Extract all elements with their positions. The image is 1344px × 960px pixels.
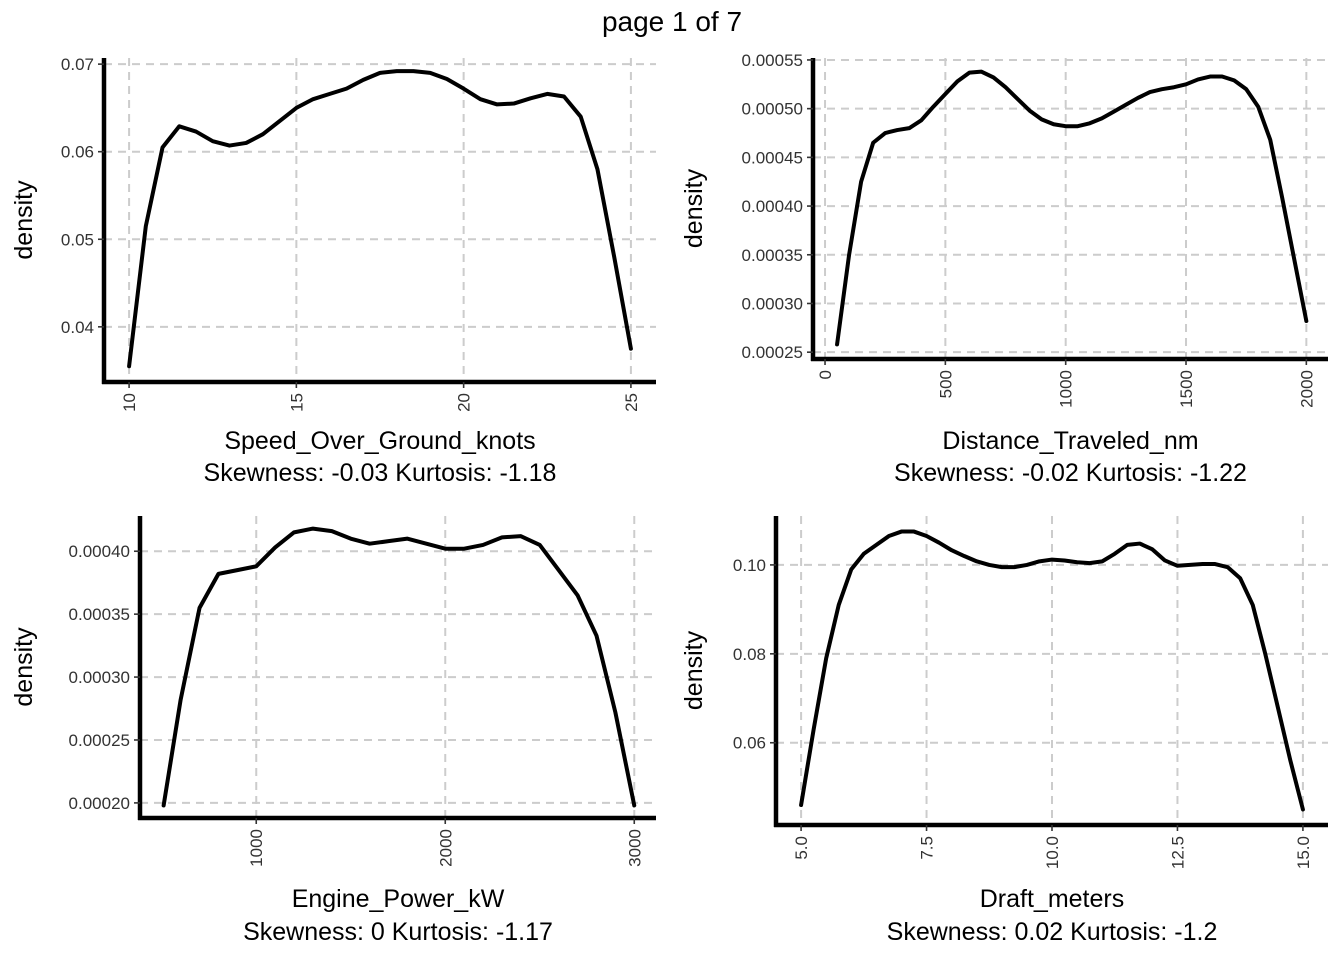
y-tick-label: 0.06 [733,734,766,753]
y-tick-label: 0.00045 [742,148,803,167]
x-tick-label: 1500 [1177,370,1196,408]
y-tick-label: 0.00040 [69,542,130,561]
y-axis-title: density [680,630,708,710]
x-tick-label: 15 [287,393,306,412]
y-tick-label: 0.06 [61,143,94,162]
page-label: page 1 of 7 [601,6,743,37]
y-tick-label: 0.00055 [742,51,803,70]
stats-label: Skewness: -0.02 Kurtosis: -1.22 [894,459,1247,487]
stats-label: Skewness: -0.03 Kurtosis: -1.18 [204,459,557,487]
density-panel-4: 0.06 0.08 0.10 5.0 7.5 10.0 12.5 15.0 density Dra… [680,516,1328,946]
density-panel-3: 0.00020 0.00025 0.00030 0.00035 0.00040 1000 2… [10,516,656,946]
y-axis-title: density [10,627,38,707]
x-axis-title: Speed_Over_Ground_knots [224,427,535,455]
density-panel-1: 0.04 0.05 0.06 0.07 10 15 20 25 density Speed_Ove… [10,55,656,487]
x-axis-title: Distance_Traveled_nm [942,427,1198,455]
x-tick-label: 1000 [247,829,266,867]
x-tick-label: 3000 [625,829,644,867]
y-tick-label: 0.00030 [742,294,803,313]
x-tick-label: 20 [455,393,474,412]
x-tick-label: 12.5 [1168,836,1187,869]
y-tick-label: 0.10 [733,556,766,575]
x-tick-label: 10.0 [1043,836,1062,869]
stats-label: Skewness: 0.02 Kurtosis: -1.2 [887,918,1218,946]
y-tick-label: 0.00040 [742,197,803,216]
x-axis-title: Draft_meters [980,885,1124,913]
y-tick-label: 0.00030 [69,668,130,687]
x-tick-label: 15.0 [1294,836,1313,869]
y-tick-label: 0.07 [61,55,94,74]
y-tick-label: 0.04 [61,318,94,337]
x-tick-label: 2000 [436,829,455,867]
y-tick-label: 0.00020 [69,794,130,813]
x-tick-label: 1000 [1057,370,1076,408]
y-tick-label: 0.00025 [69,731,130,750]
x-tick-label: 5.0 [792,836,811,860]
x-tick-label: 2000 [1297,370,1316,408]
y-tick-label: 0.00025 [742,343,803,362]
density-curve [161,526,637,808]
y-tick-label: 0.05 [61,230,94,249]
x-axis-title: Engine_Power_kW [292,885,505,913]
x-tick-label: 10 [120,393,139,412]
y-tick-label: 0.08 [733,645,766,664]
y-tick-label: 0.00050 [742,100,803,119]
density-curve [799,529,1305,812]
density-panel-2: 0.00025 0.00030 0.00035 0.00040 0.00045 0.000… [680,51,1328,487]
stats-label: Skewness: 0 Kurtosis: -1.17 [243,918,553,946]
x-tick-label: 25 [622,393,641,412]
y-tick-label: 0.00035 [742,246,803,265]
x-tick-label: 0 [816,370,835,379]
x-tick-label: 7.5 [918,836,937,860]
y-axis-title: density [680,168,708,248]
y-tick-label: 0.00035 [69,605,130,624]
density-curve [127,69,633,369]
density-curve [835,69,1309,347]
y-axis-title: density [10,180,38,260]
x-tick-label: 500 [936,370,955,398]
